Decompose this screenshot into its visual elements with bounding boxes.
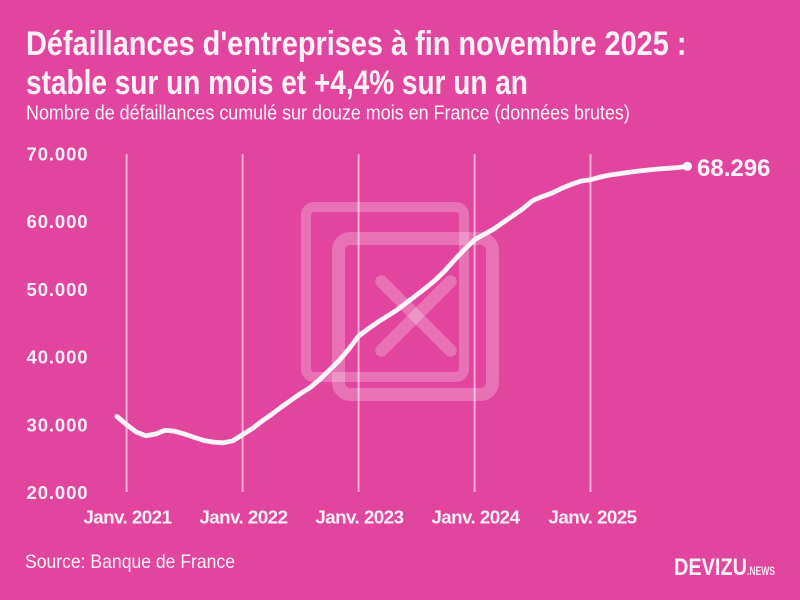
svg-text:Janv. 2023: Janv. 2023	[315, 507, 403, 528]
svg-text:DEVIZU: DEVIZU	[674, 554, 747, 581]
svg-text:50.000: 50.000	[27, 279, 89, 300]
svg-text:68.296: 68.296	[697, 155, 770, 182]
svg-text:Source: Banque de France: Source: Banque de France	[25, 550, 235, 572]
svg-text:60.000: 60.000	[27, 211, 89, 232]
svg-text:Janv. 2021: Janv. 2021	[83, 507, 171, 528]
svg-text:20.000: 20.000	[27, 482, 89, 503]
svg-text:70.000: 70.000	[27, 144, 89, 165]
svg-text:stable sur un mois et +4,4% su: stable sur un mois et +4,4% sur un an	[26, 63, 528, 101]
svg-text:30.000: 30.000	[27, 414, 89, 435]
svg-text:Janv. 2025: Janv. 2025	[548, 507, 636, 528]
svg-text:.NEWS: .NEWS	[747, 566, 775, 578]
svg-text:Défaillances d'entreprises à f: Défaillances d'entreprises à fin novembr…	[26, 24, 686, 63]
svg-text:40.000: 40.000	[27, 347, 89, 368]
svg-text:Nombre de défaillances cumulé: Nombre de défaillances cumulé sur douze …	[26, 102, 630, 124]
svg-text:Janv. 2024: Janv. 2024	[431, 507, 520, 528]
svg-text:Janv. 2022: Janv. 2022	[199, 507, 287, 528]
